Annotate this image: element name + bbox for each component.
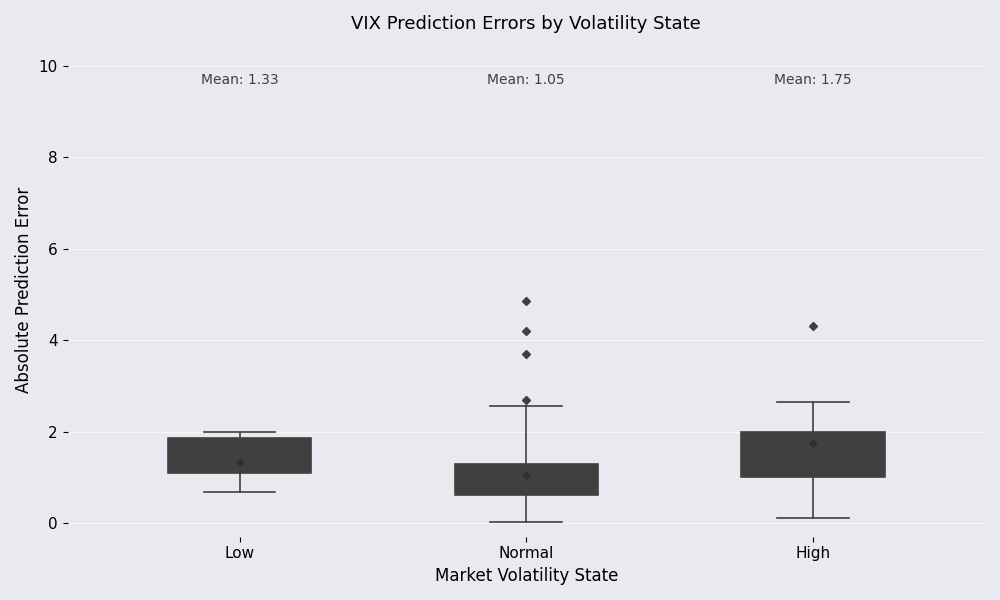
PathPatch shape [168, 439, 311, 473]
Text: Mean: 1.75: Mean: 1.75 [774, 73, 852, 86]
Text: Mean: 1.33: Mean: 1.33 [201, 73, 278, 86]
Y-axis label: Absolute Prediction Error: Absolute Prediction Error [15, 187, 33, 393]
PathPatch shape [741, 431, 885, 477]
Text: Mean: 1.05: Mean: 1.05 [487, 73, 565, 86]
Title: VIX Prediction Errors by Volatility State: VIX Prediction Errors by Volatility Stat… [351, 15, 701, 33]
X-axis label: Market Volatility State: Market Volatility State [435, 567, 618, 585]
PathPatch shape [455, 464, 598, 494]
